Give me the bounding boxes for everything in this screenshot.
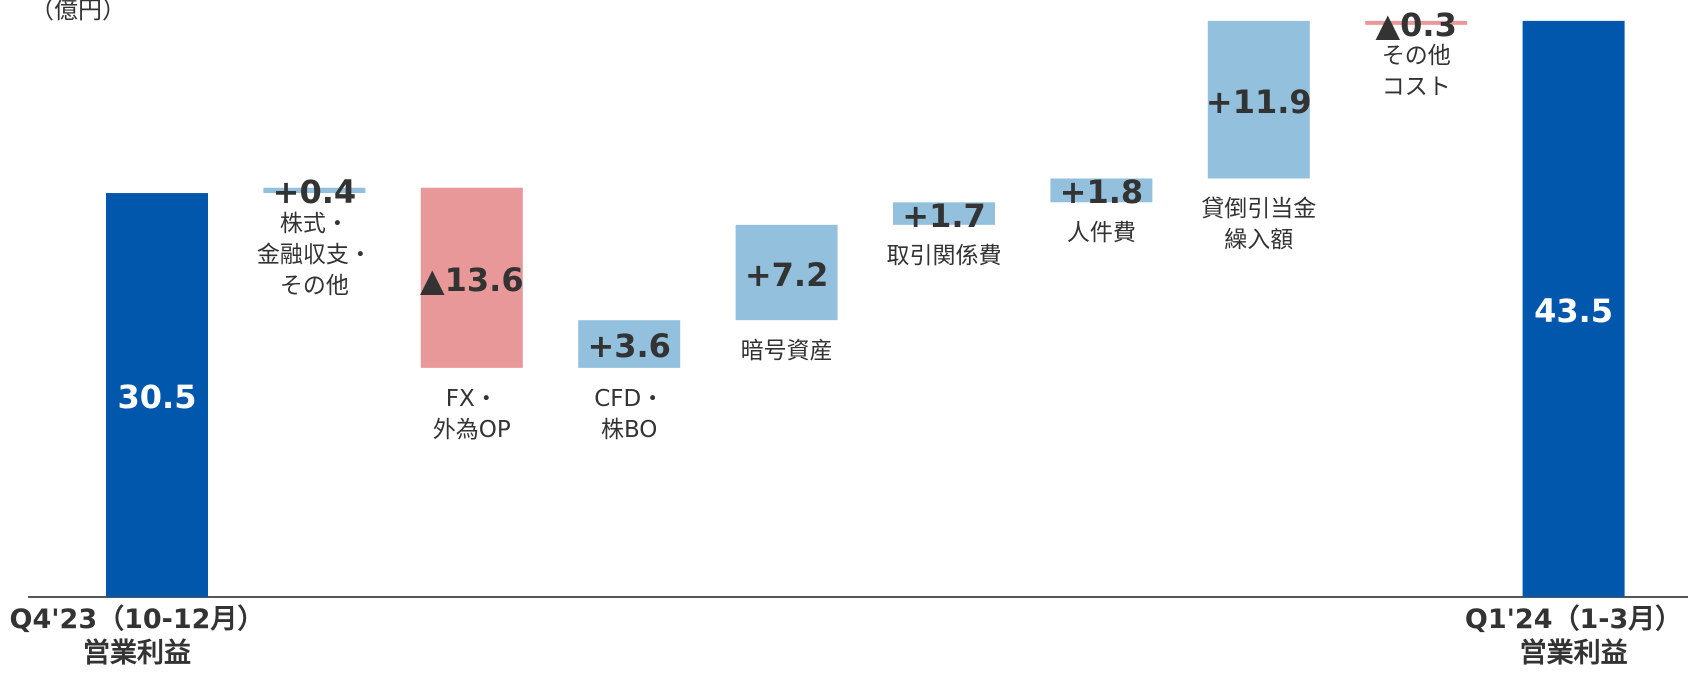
bar xyxy=(893,202,995,225)
category-label: 取引関係費 xyxy=(886,242,1002,269)
category-label: 暗号資産 xyxy=(740,338,833,365)
category-label: 貸倒引当金 繰入額 xyxy=(1201,196,1317,254)
bar xyxy=(735,224,838,321)
value-label: +1.8 xyxy=(1059,173,1144,212)
category-label: 人件費 xyxy=(1066,220,1136,247)
bar xyxy=(106,193,208,598)
category-label: Q1'24（1-3月） 営業利益 xyxy=(1464,604,1683,669)
value-label: +7.2 xyxy=(744,255,829,294)
bar xyxy=(1365,20,1468,25)
value-label: +1.7 xyxy=(902,196,986,235)
value-label: 43.5 xyxy=(1534,291,1614,330)
bar xyxy=(578,320,681,368)
bar xyxy=(1050,178,1153,203)
category-label: FX・ 外為OP xyxy=(432,385,511,443)
bar xyxy=(263,187,366,194)
value-label: 30.5 xyxy=(117,378,197,417)
value-label: +3.6 xyxy=(587,327,671,366)
value-label: ▲0.3 xyxy=(1375,5,1457,44)
category-label: Q4'23（10-12月） 営業利益 xyxy=(9,604,265,669)
category-label: CFD・ 株BO xyxy=(594,385,665,443)
bar xyxy=(1522,20,1625,598)
value-label: +0.4 xyxy=(272,173,357,212)
unit-label: （億円） xyxy=(30,0,126,24)
bar xyxy=(1207,20,1310,179)
category-label: 株式・ 金融収支・ その他 xyxy=(256,211,372,300)
bar xyxy=(420,187,523,368)
value-label: +11.9 xyxy=(1205,82,1312,121)
category-label: その他 コスト xyxy=(1381,42,1451,100)
value-label: ▲13.6 xyxy=(420,260,524,299)
